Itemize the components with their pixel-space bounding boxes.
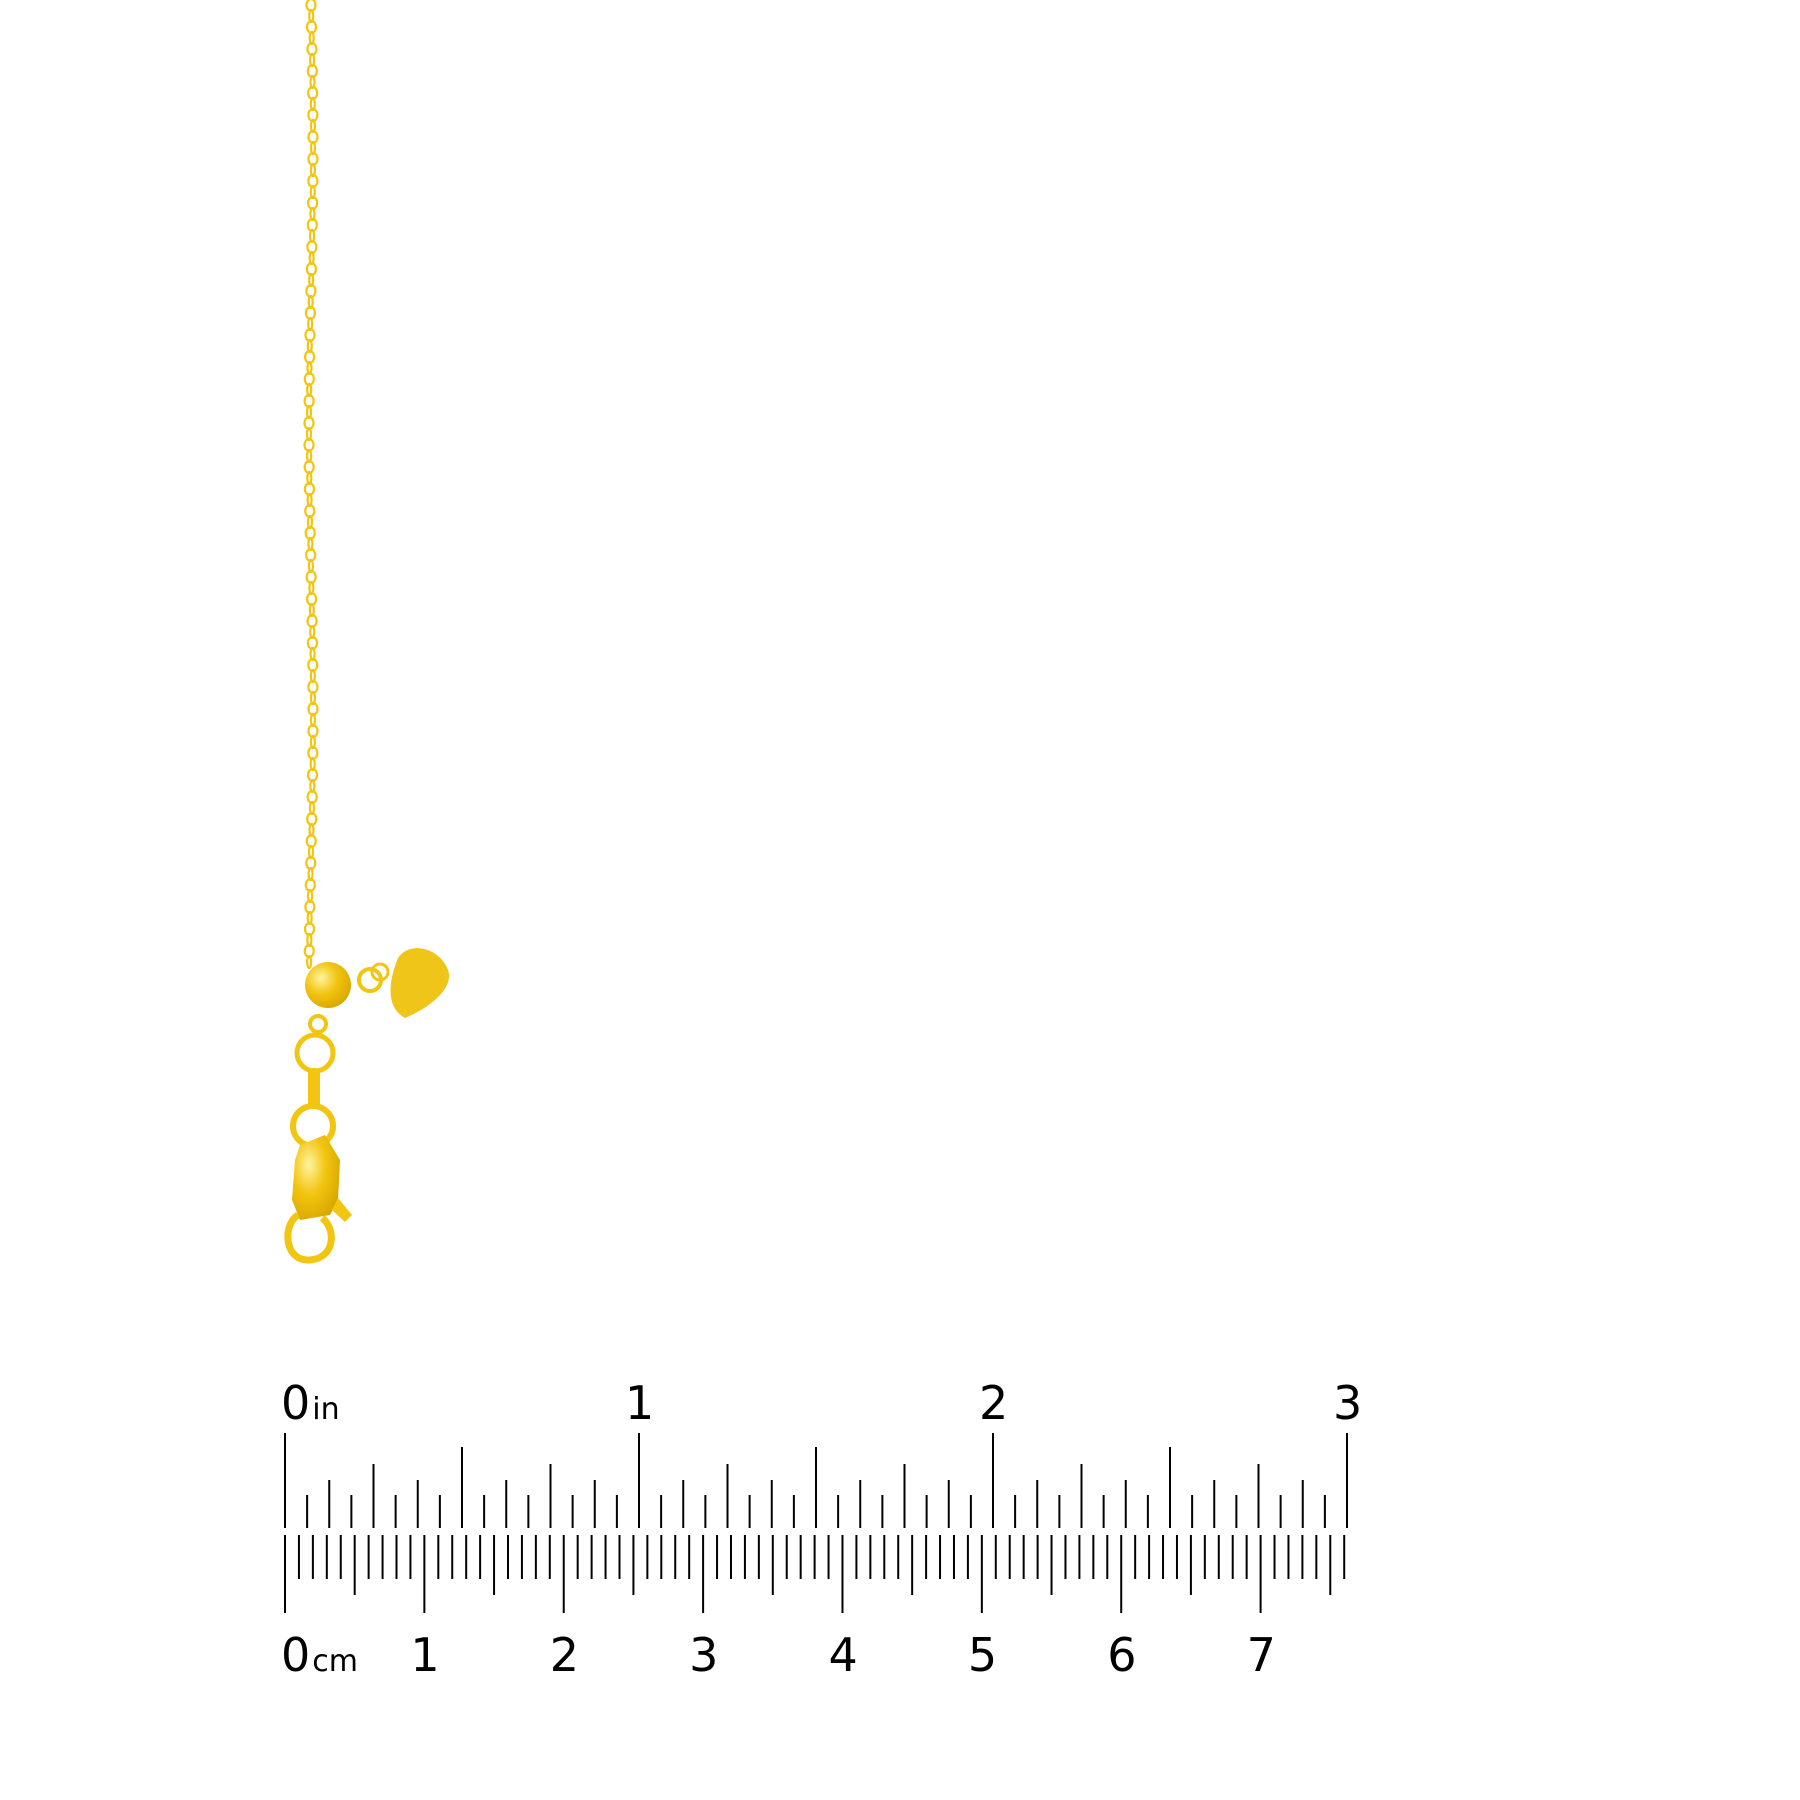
- inch-label-unit: in: [312, 1392, 340, 1427]
- inch-label-value: 3: [1333, 1376, 1363, 1430]
- cm-label: 4: [828, 1632, 857, 1678]
- cm-label: 1: [410, 1632, 439, 1678]
- cm-label-value: 3: [689, 1628, 719, 1682]
- cm-label-value: 7: [1246, 1628, 1276, 1682]
- inch-label: 2: [979, 1380, 1008, 1426]
- heart-charm: [357, 948, 450, 1018]
- inch-label: 3: [1333, 1380, 1362, 1426]
- adjustable-bead: [305, 962, 351, 1008]
- cm-label: 2: [550, 1632, 579, 1678]
- inch-label-value: 0: [281, 1376, 311, 1430]
- ruler: [284, 1433, 1348, 1613]
- cm-label-value: 0: [281, 1628, 311, 1682]
- inch-label-value: 1: [625, 1376, 655, 1430]
- cm-label: 5: [968, 1632, 997, 1678]
- lobster-clasp: [284, 1014, 352, 1264]
- inch-label: 1: [625, 1380, 654, 1426]
- cm-label-unit: cm: [312, 1644, 358, 1679]
- cm-label: 7: [1247, 1632, 1276, 1678]
- chain: [303, 0, 319, 970]
- cm-label: 6: [1107, 1632, 1136, 1678]
- cm-label: 0cm: [281, 1632, 358, 1678]
- cm-label-value: 5: [967, 1628, 998, 1682]
- cm-label-value: 4: [828, 1628, 858, 1682]
- cm-label-value: 2: [549, 1628, 580, 1682]
- cm-label: 3: [689, 1632, 718, 1678]
- inch-label: 0in: [281, 1380, 340, 1426]
- cm-label-value: 1: [410, 1628, 440, 1682]
- chain-link: [306, 954, 313, 970]
- cm-label-value: 6: [1107, 1628, 1137, 1682]
- inch-label-value: 2: [979, 1376, 1009, 1430]
